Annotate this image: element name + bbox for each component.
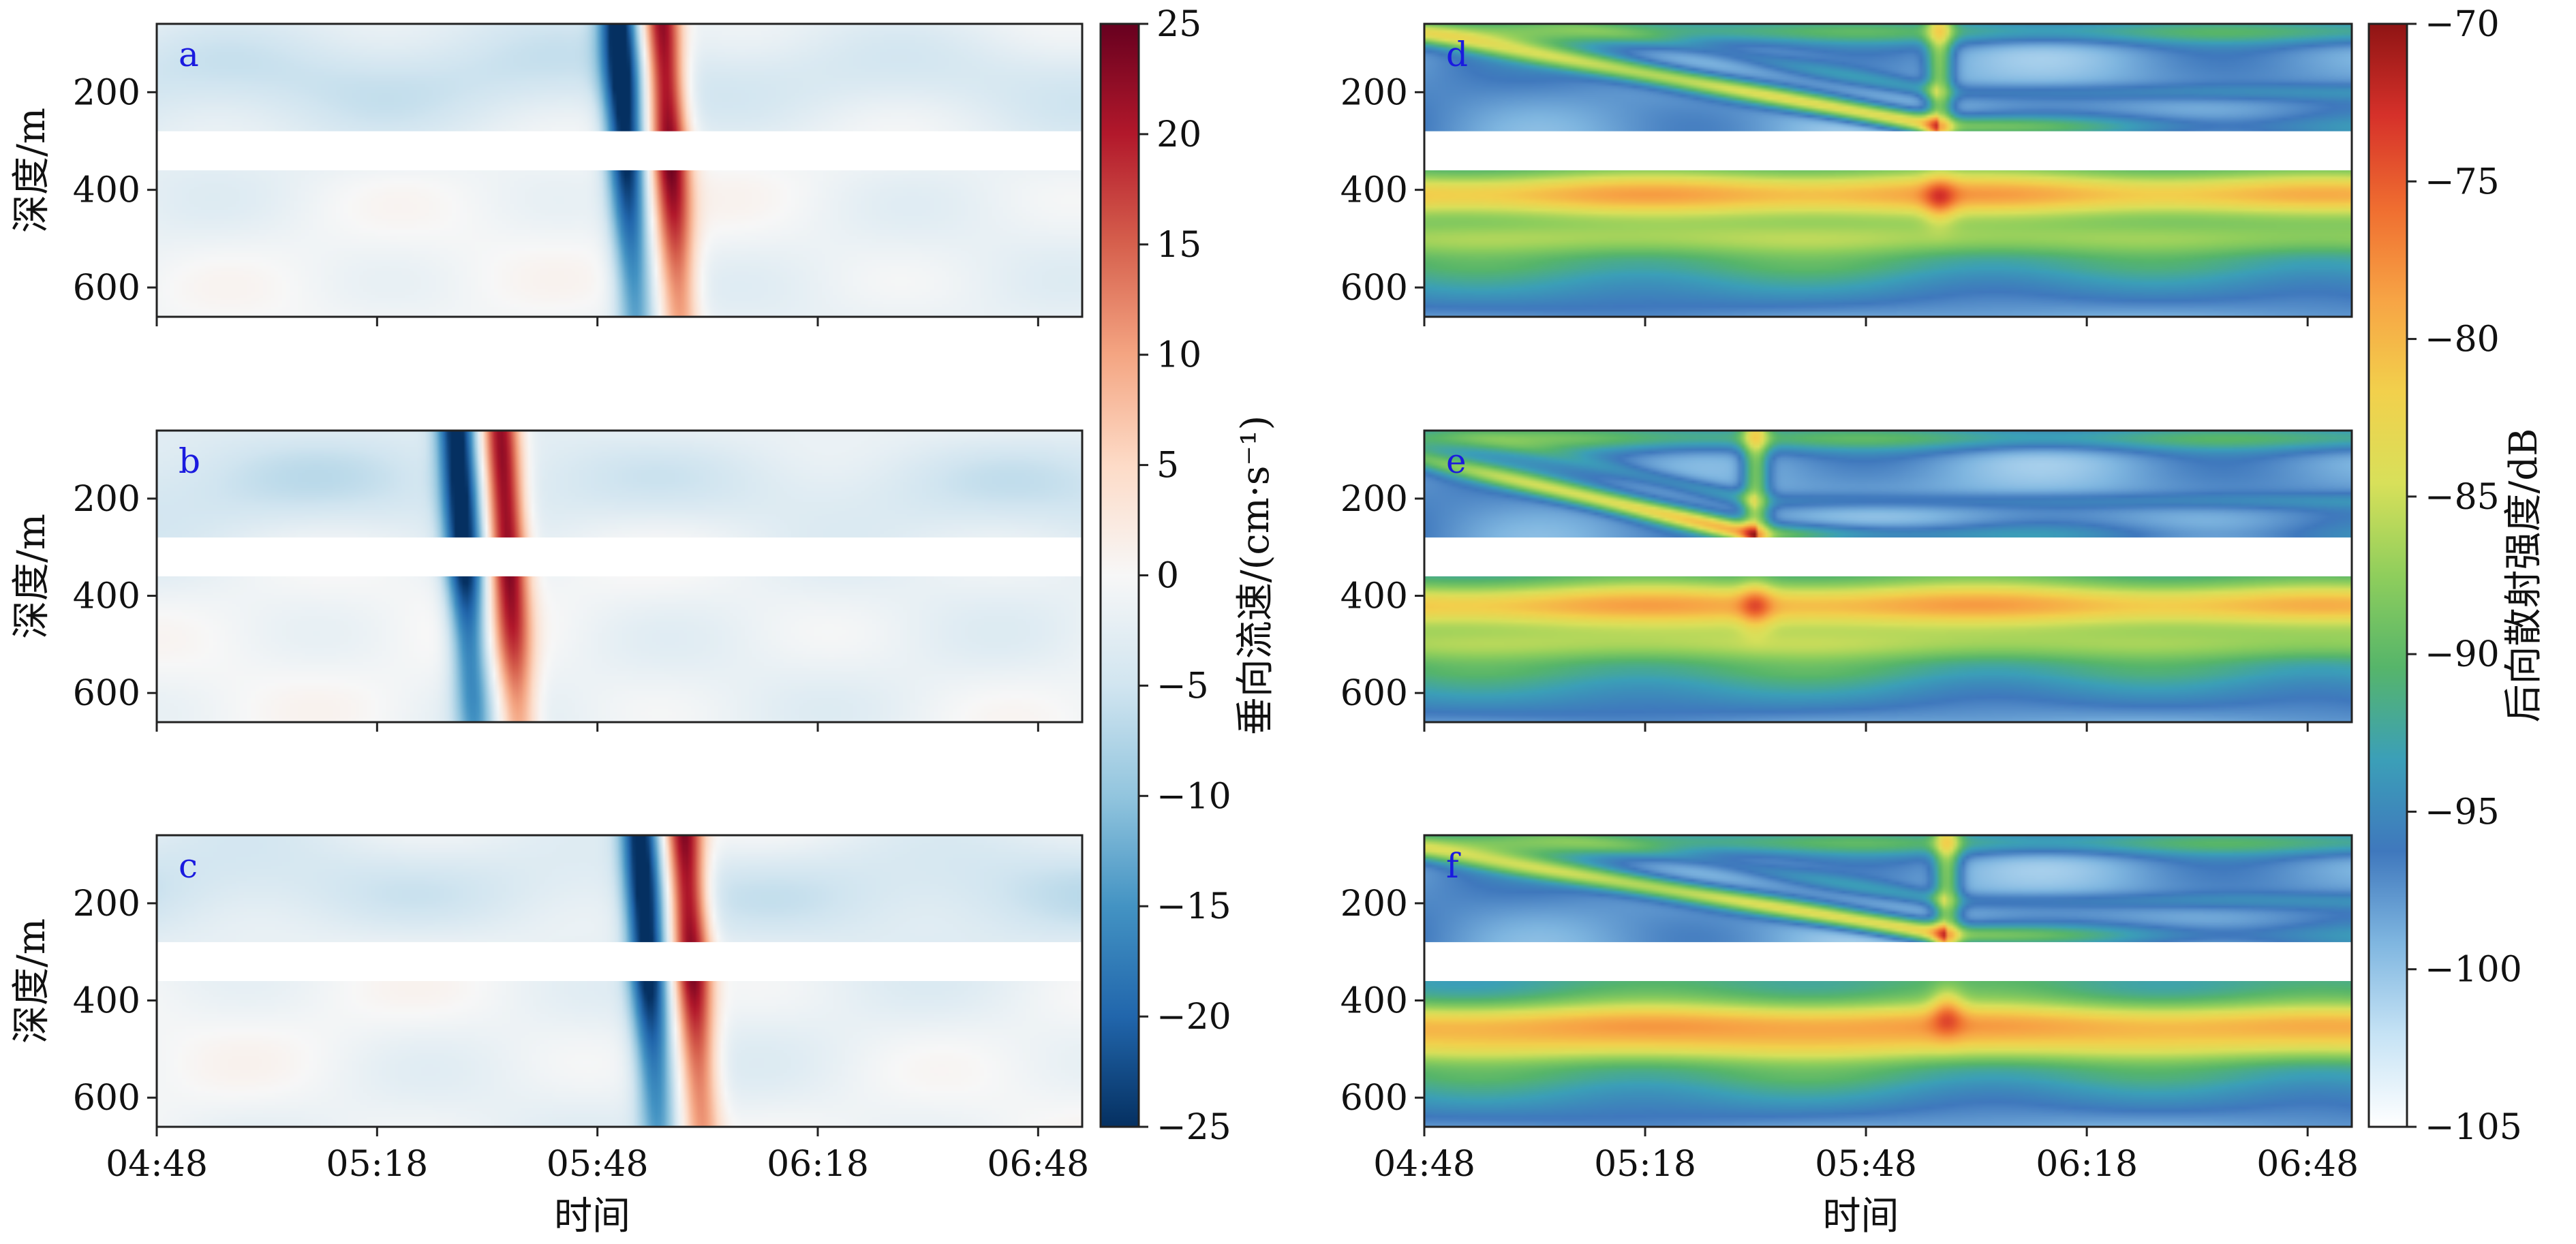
- colorbar-tick-label: 5: [1156, 446, 1179, 486]
- x-tick-label: 05:48: [547, 1144, 649, 1185]
- y-tick-label: 200: [1340, 72, 1408, 113]
- colorbar-tick-label: 15: [1156, 225, 1201, 266]
- colorbar-gradient: [2367, 22, 2408, 1128]
- colorbar-label: 垂向流速/(cm·s⁻¹): [1233, 416, 1278, 736]
- colorbar-label: 后向散射强度/dB: [2502, 429, 2546, 723]
- panel-e: e 200 400 600: [1340, 429, 2353, 732]
- colorbar-1: 25 20 15 10 5 0 −5 −10 −15 −20 −25 垂向流速/(cm·s⁻¹): [1099, 4, 1278, 1148]
- y-tick-label: 200: [73, 72, 140, 113]
- y-tick-label: 400: [1340, 981, 1408, 1022]
- x-tick-label: 06:18: [767, 1144, 869, 1185]
- y-tick-label: 400: [1340, 576, 1408, 617]
- y-tick-label: 200: [73, 479, 140, 520]
- panel-label-f: f: [1446, 846, 1461, 886]
- panel-label-b: b: [179, 441, 200, 481]
- colorbar-tick-label: 0: [1156, 556, 1179, 597]
- y-axis-label: 深度/m: [10, 108, 54, 233]
- colorbar-tick-label: −25: [1156, 1107, 1231, 1148]
- x-axis-label: 时间: [1823, 1194, 1899, 1239]
- x-tick-label: 05:48: [1815, 1144, 1917, 1185]
- data-gap-d: [1424, 131, 2352, 170]
- data-gap-c: [157, 942, 1082, 981]
- panel-label-d: d: [1446, 35, 1468, 74]
- x-tick-label: 04:48: [106, 1144, 208, 1185]
- colorbar-gradient: [1099, 22, 1140, 1128]
- colorbar-tick-label: −90: [2425, 634, 2500, 675]
- data-gap-f: [1424, 942, 2352, 981]
- y-tick-label: 600: [73, 268, 140, 309]
- axes-frame-c: [155, 834, 1084, 1128]
- y-tick-label: 600: [73, 673, 140, 714]
- colorbar-tick-label: −20: [1156, 997, 1231, 1038]
- colorbar-tick-label: −100: [2425, 950, 2522, 991]
- panel-c: c 200 400 600 04:48 05:18 05:48 06:18 06:48 深度/m 时…: [10, 834, 1089, 1239]
- y-tick-label: 400: [73, 576, 140, 617]
- colorbar-tick-label: −85: [2425, 477, 2500, 518]
- x-tick-label: 05:18: [326, 1144, 428, 1185]
- y-tick-label: 600: [73, 1078, 140, 1119]
- colorbar-tick-label: 20: [1156, 114, 1201, 155]
- y-tick-label: 400: [73, 170, 140, 211]
- colorbar-tick-label: −95: [2425, 792, 2500, 833]
- axes-frame-b: [155, 429, 1084, 724]
- y-tick-label: 200: [1340, 479, 1408, 520]
- colorbar-tick-label: −15: [1156, 886, 1231, 927]
- colorbar-tick-label: −75: [2425, 161, 2500, 202]
- x-axis-label: 时间: [554, 1194, 630, 1239]
- panel-label-c: c: [179, 846, 198, 886]
- x-tick-label: 06:48: [2256, 1144, 2359, 1185]
- y-tick-label: 200: [1340, 884, 1408, 924]
- panel-b: b 200 400 600 深度/m: [10, 429, 1084, 732]
- colorbar-tick-label: −80: [2425, 320, 2500, 360]
- colorbar-tick-label: −10: [1156, 776, 1231, 817]
- colorbar-2: −70 −75 −80 −85 −90 −95 −100 −105 后向散射强度/dB: [2367, 4, 2546, 1148]
- data-gap-e: [1424, 537, 2352, 576]
- axes-frame-a: [155, 22, 1084, 318]
- panel-label-a: a: [179, 35, 199, 74]
- data-gap-b: [157, 537, 1082, 576]
- colorbar-tick-label: −5: [1156, 666, 1209, 706]
- x-tick-label: 06:48: [987, 1144, 1089, 1185]
- panels: a200400600深度/mb200400600深度/mc20040060004…: [10, 22, 2359, 1239]
- data-gap-a: [157, 131, 1082, 170]
- x-tick-label: 05:18: [1594, 1144, 1696, 1185]
- colorbar-tick-label: −105: [2425, 1107, 2522, 1148]
- x-tick-label: 04:48: [1373, 1144, 1475, 1185]
- y-axis-label: 深度/m: [10, 514, 54, 639]
- panel-a: a 200 400 600 深度/m: [10, 22, 1084, 326]
- panel-f: f 200 400 600 04:48 05:18 05:48 06:18 06:48 时间: [1340, 834, 2359, 1239]
- colorbar-tick-label: 25: [1156, 4, 1201, 45]
- y-tick-label: 600: [1340, 268, 1408, 309]
- axes-frame-f: [1423, 834, 2353, 1128]
- y-tick-label: 600: [1340, 1078, 1408, 1119]
- panel-label-e: e: [1446, 441, 1467, 481]
- panel-d: d 200 400 600: [1340, 22, 2353, 326]
- colorbars: 25 20 15 10 5 0 −5 −10 −15 −20 −25 垂向流速/(cm·s⁻¹) −70…: [1099, 4, 2546, 1148]
- y-tick-label: 600: [1340, 673, 1408, 714]
- y-axis-label: 深度/m: [10, 918, 54, 1044]
- axes-frame-d: [1423, 22, 2353, 318]
- colorbar-tick-label: 10: [1156, 335, 1201, 376]
- y-tick-label: 400: [1340, 170, 1408, 211]
- colorbar-tick-label: −70: [2425, 4, 2500, 45]
- axes-frame-e: [1423, 429, 2353, 724]
- x-tick-label: 06:18: [2036, 1144, 2138, 1185]
- y-tick-label: 400: [73, 981, 140, 1022]
- y-tick-label: 200: [73, 884, 140, 924]
